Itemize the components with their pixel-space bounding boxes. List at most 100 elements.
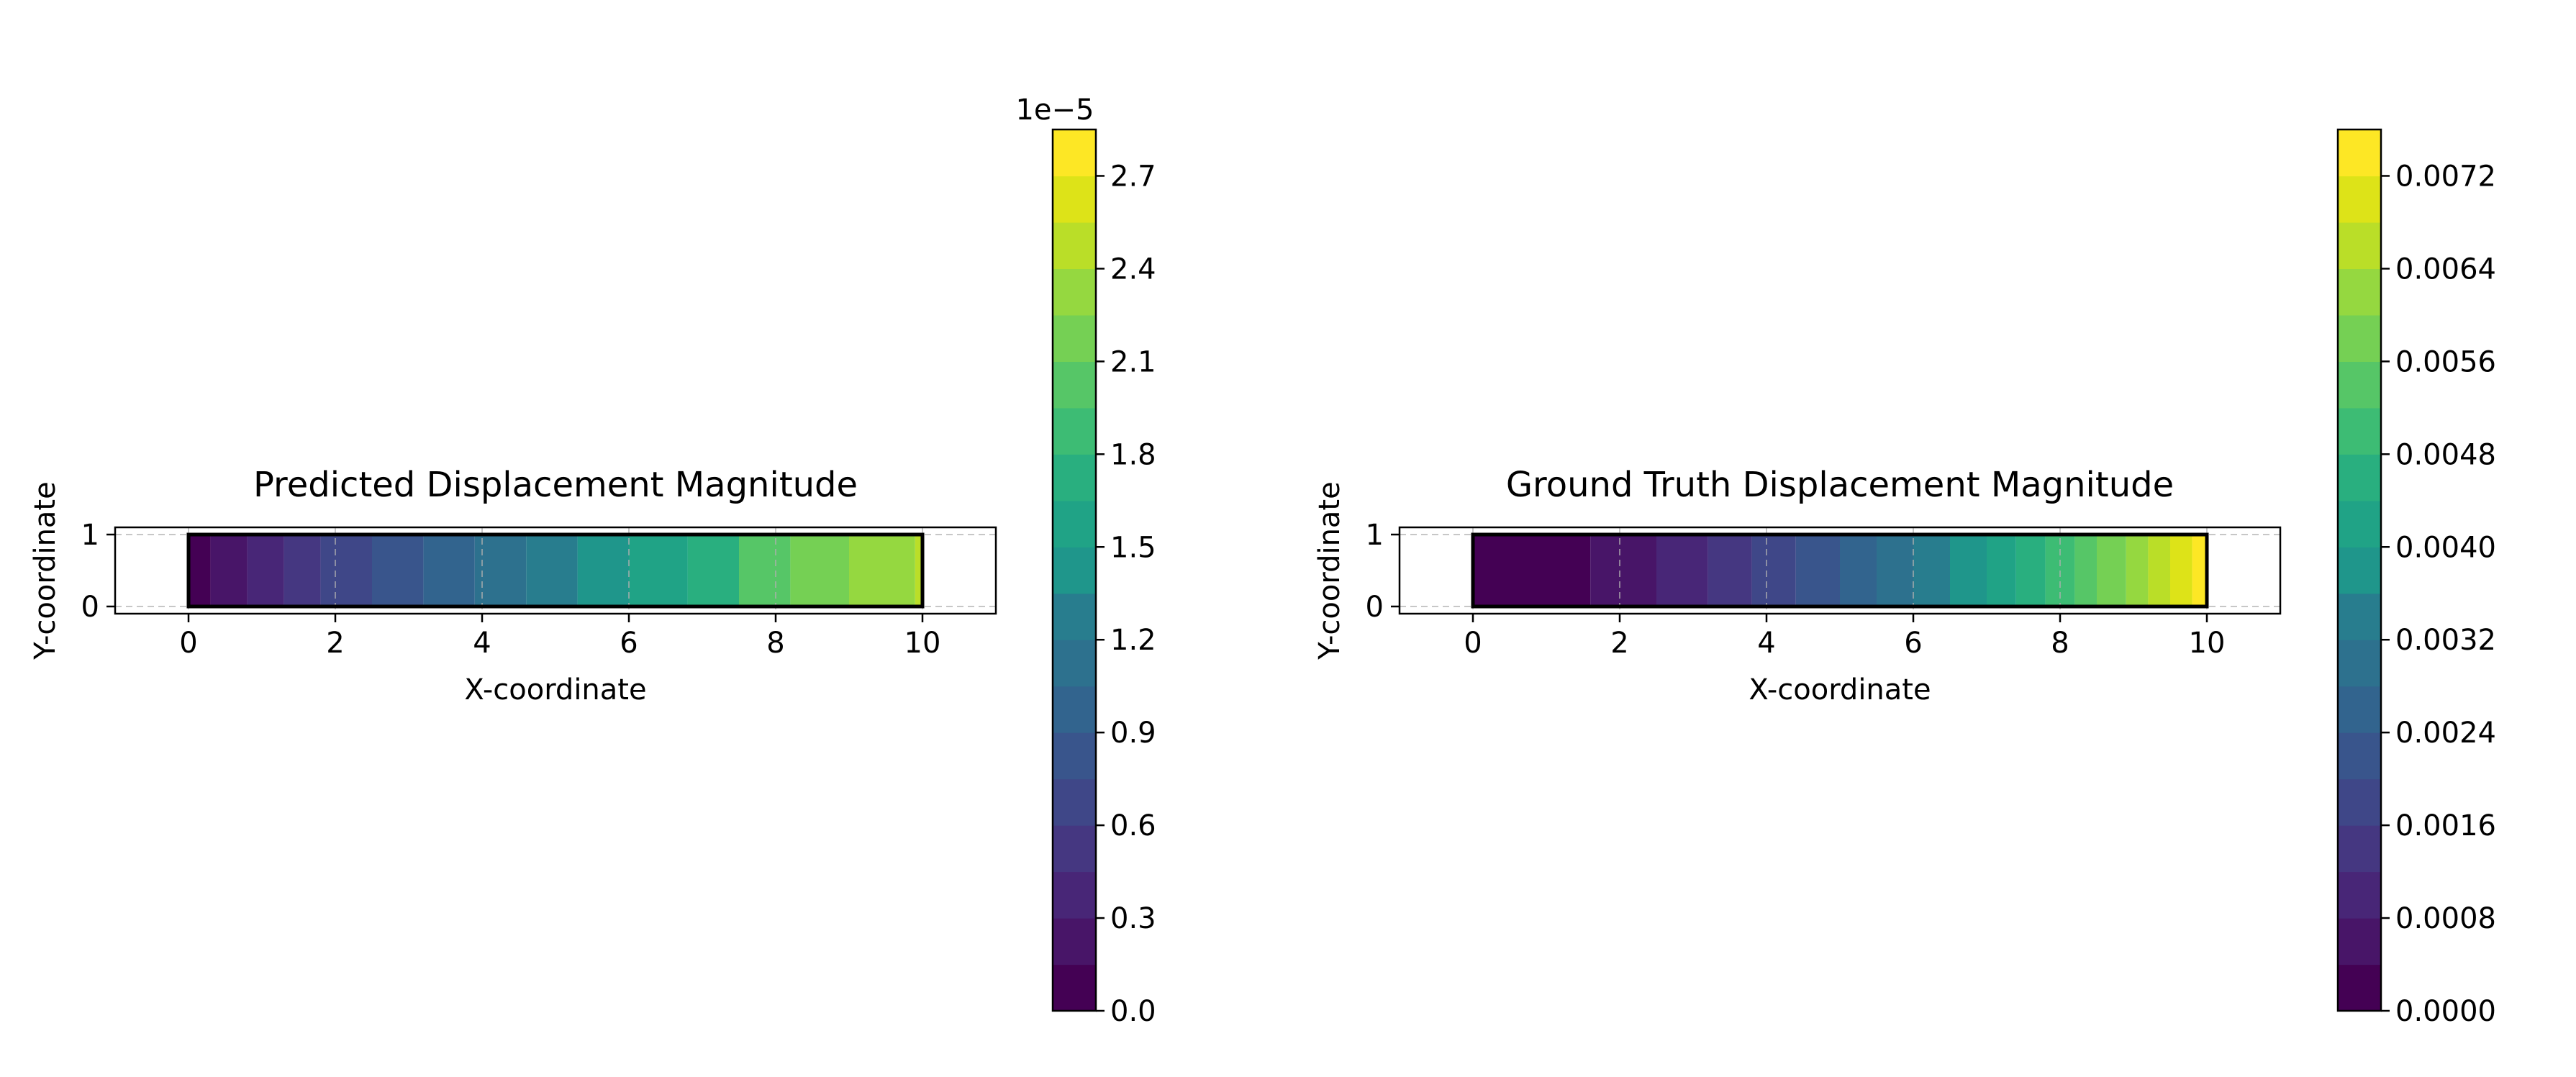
- colorbar-level-ground-truth-11: [2338, 454, 2381, 501]
- colorbar-level-predicted-17: [1053, 176, 1096, 223]
- colorbar-level-predicted-3: [1053, 825, 1096, 873]
- x-tick-label-predicted-0: 0: [179, 627, 197, 660]
- colorbar-frame-predicted: [1051, 128, 1097, 1012]
- contour-band-ground-truth-2: [1656, 535, 1708, 606]
- colorbar-tick-label-predicted-9: 2.7: [1110, 160, 1156, 193]
- x-tick-label-predicted-2: 4: [473, 627, 491, 660]
- contour-band-ground-truth-1: [1590, 535, 1656, 606]
- contour-band-predicted-15: [915, 535, 922, 606]
- colorbar-level-predicted-0: [1053, 964, 1096, 1012]
- x-tick-label-predicted-4: 8: [766, 627, 784, 660]
- contour-band-predicted-5: [372, 535, 424, 606]
- colorbar-level-predicted-7: [1053, 640, 1096, 687]
- contour-band-ground-truth-4: [1751, 535, 1796, 606]
- colorbar-tick-label-ground-truth-0: 0.0000: [2395, 995, 2496, 1028]
- y-tick-label-predicted-1: 1: [81, 519, 99, 552]
- colorbar-tick-label-predicted-5: 1.5: [1110, 531, 1156, 564]
- contour-band-ground-truth-18: [2192, 535, 2207, 606]
- colorbar-level-predicted-5: [1053, 732, 1096, 780]
- contour-band-predicted-4: [320, 535, 372, 606]
- contour-band-predicted-14: [849, 535, 915, 606]
- contour-band-predicted-10: [629, 535, 688, 606]
- contour-band-predicted-1: [210, 535, 248, 606]
- colorbar-level-ground-truth-18: [2338, 129, 2381, 177]
- contour-band-predicted-0: [189, 535, 211, 606]
- colorbar-frame-ground-truth: [2336, 128, 2382, 1012]
- colorbar-level-ground-truth-0: [2338, 964, 2381, 1012]
- colorbar-level-ground-truth-17: [2338, 176, 2381, 223]
- colorbar-tick-label-predicted-1: 0.3: [1110, 902, 1156, 935]
- contour-band-ground-truth-9: [1950, 535, 1987, 606]
- contour-band-predicted-6: [423, 535, 475, 606]
- contour-band-predicted-2: [247, 535, 284, 606]
- colorbar-level-predicted-15: [1053, 268, 1096, 316]
- contour-band-ground-truth-13: [2074, 535, 2097, 606]
- x-tick-label-predicted-1: 2: [326, 627, 344, 660]
- panel-ground-truth: 0 2 4 6 8 10 0 1 Ground Truth Displacement Magn…: [1313, 128, 2496, 1028]
- contour-band-ground-truth-16: [2148, 535, 2170, 606]
- contour-band-predicted-12: [739, 535, 791, 606]
- contour-band-ground-truth-11: [2015, 535, 2046, 606]
- axes-frame-ground-truth: [1398, 526, 2282, 615]
- colorbar-tick-label-ground-truth-7: 0.0056: [2395, 345, 2496, 378]
- contour-band-ground-truth-5: [1795, 535, 1840, 606]
- colorbar-tick-label-ground-truth-3: 0.0024: [2395, 717, 2496, 750]
- contour-band-ground-truth-8: [1913, 535, 1950, 606]
- x-tick-label-predicted-5: 10: [904, 627, 941, 660]
- x-tick-label-ground-truth-2: 4: [1757, 627, 1775, 660]
- plot-area-predicted: 0 2 4 6 8 10 0 1: [81, 519, 997, 660]
- y-tick-label-ground-truth-0: 0: [1366, 591, 1384, 624]
- contour-band-ground-truth-0: [1473, 535, 1591, 606]
- colorbar-level-ground-truth-9: [2338, 547, 2381, 594]
- colorbar-level-ground-truth-15: [2338, 268, 2381, 316]
- contour-band-predicted-3: [284, 535, 321, 606]
- chart-title-ground-truth: Ground Truth Displacement Magnitude: [1506, 465, 2174, 505]
- colorbar-level-ground-truth-6: [2338, 686, 2381, 733]
- contour-band-ground-truth-6: [1840, 535, 1877, 606]
- contour-band-predicted-7: [474, 535, 527, 606]
- colorbar-level-predicted-4: [1053, 778, 1096, 826]
- contour-band-ground-truth-7: [1877, 535, 1913, 606]
- x-axis-label-predicted: X-coordinate: [464, 673, 646, 706]
- colorbar-predicted: 0.0 0.3 0.6 0.9 1.2 1.5 1.8 2.1 2.4 2.7: [1051, 128, 1156, 1028]
- colorbar-tick-label-predicted-6: 1.8: [1110, 438, 1156, 471]
- contour-band-ground-truth-3: [1707, 535, 1752, 606]
- colorbar-level-ground-truth-13: [2338, 361, 2381, 409]
- colorbar-tick-label-predicted-7: 2.1: [1110, 345, 1156, 378]
- colorbar-level-ground-truth-3: [2338, 825, 2381, 873]
- x-tick-label-ground-truth-3: 6: [1904, 627, 1922, 660]
- colorbar-level-ground-truth-16: [2338, 222, 2381, 270]
- colorbar-level-ground-truth-8: [2338, 593, 2381, 640]
- x-tick-label-predicted-3: 6: [620, 627, 638, 660]
- colorbar-tick-label-ground-truth-1: 0.0008: [2395, 902, 2496, 935]
- contour-band-predicted-9: [577, 535, 629, 606]
- axes-frame-predicted: [114, 526, 997, 615]
- contour-band-ground-truth-14: [2097, 535, 2126, 606]
- colorbar-level-ground-truth-1: [2338, 918, 2381, 965]
- colorbar-level-predicted-12: [1053, 407, 1096, 455]
- colorbar-level-ground-truth-14: [2338, 314, 2381, 362]
- colorbar-level-ground-truth-2: [2338, 871, 2381, 919]
- colorbar-level-predicted-1: [1053, 918, 1096, 965]
- colorbar-level-ground-truth-10: [2338, 500, 2381, 547]
- colorbar-level-predicted-16: [1053, 222, 1096, 270]
- colorbar-level-predicted-18: [1053, 129, 1096, 177]
- colorbar-level-predicted-10: [1053, 500, 1096, 547]
- x-tick-label-ground-truth-1: 2: [1610, 627, 1628, 660]
- colorbar-level-predicted-6: [1053, 686, 1096, 733]
- colorbar-offset-label-predicted: 1e−5: [1015, 94, 1094, 127]
- colorbar-level-predicted-9: [1053, 547, 1096, 594]
- x-axis-label-ground-truth: X-coordinate: [1749, 673, 1931, 706]
- colorbar-tick-label-ground-truth-9: 0.0072: [2395, 160, 2496, 193]
- colorbar-ground-truth: 0.0000 0.0008 0.0016 0.0024 0.0032 0.0040 0.00…: [2336, 128, 2496, 1028]
- colorbar-level-predicted-2: [1053, 871, 1096, 919]
- y-tick-label-ground-truth-1: 1: [1366, 519, 1384, 552]
- beam-outline-ground-truth: [1471, 532, 2209, 609]
- colorbar-level-predicted-13: [1053, 361, 1096, 409]
- colorbar-level-ground-truth-12: [2338, 407, 2381, 455]
- chart-title-predicted: Predicted Displacement Magnitude: [253, 465, 858, 505]
- y-axis-label-predicted: Y-coordinate: [29, 481, 62, 660]
- colorbar-tick-label-predicted-2: 0.6: [1110, 809, 1156, 842]
- contour-band-predicted-11: [687, 535, 739, 606]
- panel-predicted: 0 2 4 6 8 10 0 1 Predicted Displacement Magnitu…: [29, 94, 1156, 1028]
